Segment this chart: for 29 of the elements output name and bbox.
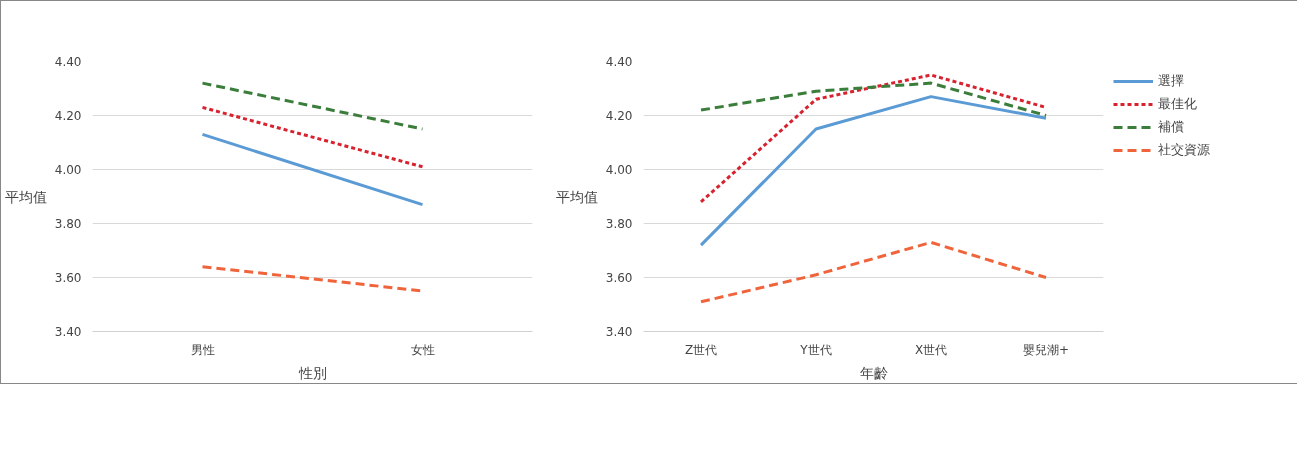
x-tick-label: X世代 (914, 342, 948, 357)
y-tick-label: 4.40 (54, 55, 82, 69)
legend-label: 選擇 (1158, 72, 1184, 90)
y-axis-title: 平均值 (4, 188, 47, 205)
y-tick-label: 3.40 (54, 325, 82, 339)
y-tick-label: 4.20 (54, 109, 82, 123)
legend-label: 最佳化 (1158, 95, 1197, 113)
y-tick-label: 3.40 (605, 325, 633, 339)
x-tick-label: 男性 (190, 342, 215, 357)
x-tick-label: Y世代 (799, 342, 832, 357)
x-axis-title: 年齡 (859, 364, 888, 381)
legend-label: 社交資源 (1158, 141, 1210, 159)
x-tick-label: 嬰兒潮+ (1022, 342, 1070, 357)
x-tick-label: 女性 (410, 342, 435, 357)
line-series (699, 95, 1048, 247)
y-tick-label: 3.60 (605, 271, 633, 285)
x-tick-label: Z世代 (684, 342, 718, 357)
x-axis-title: 性別 (297, 364, 327, 381)
line-series (699, 81, 1048, 117)
y-tick-label: 3.80 (54, 217, 82, 231)
legend-label: 補償 (1158, 118, 1184, 136)
y-tick-label: 3.60 (54, 271, 82, 285)
y-tick-label: 4.00 (605, 163, 633, 177)
y-axis-title: 平均值 (555, 188, 598, 205)
y-tick-label: 3.80 (605, 217, 633, 231)
y-tick-label: 4.40 (605, 55, 633, 69)
y-tick-label: 4.00 (54, 163, 82, 177)
line-series (699, 240, 1048, 304)
y-tick-label: 4.20 (605, 109, 633, 123)
